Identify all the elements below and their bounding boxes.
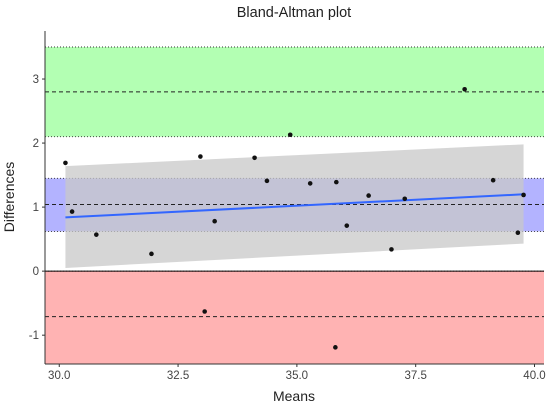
data-point-2: [94, 232, 99, 237]
data-point-14: [366, 193, 371, 198]
band-0: [45, 47, 544, 137]
data-point-11: [334, 179, 339, 185]
data-point-6: [212, 218, 217, 224]
data-point-20: [521, 192, 526, 198]
x-tick-label-4: 40.0: [523, 370, 545, 382]
y-tick-label-4: 3: [33, 74, 39, 86]
chart-title: Bland-Altman plot: [237, 5, 351, 21]
data-point-1: [69, 209, 75, 214]
x-tick-label-3: 37.5: [404, 370, 426, 382]
data-point-5: [202, 309, 207, 314]
data-point-18: [490, 177, 496, 183]
y-axis-label: Differences: [1, 162, 17, 233]
data-point-17: [462, 86, 467, 92]
y-tick-label-0: -1: [29, 330, 39, 342]
plot-layer: -1 0 1 2 3 30.0 32.5 35.0 37.5 40.0: [29, 31, 546, 382]
data-point-15: [389, 247, 394, 252]
x-axis-label: Means: [273, 388, 315, 404]
data-point-7: [252, 155, 257, 161]
y-tick-label-2: 1: [33, 202, 39, 214]
band-2: [45, 271, 544, 364]
data-point-9: [287, 132, 293, 138]
data-point-10: [307, 181, 313, 186]
x-tick-label-0: 30.0: [48, 370, 70, 382]
y-tick-label-1: 0: [33, 266, 39, 278]
data-point-13: [344, 223, 350, 228]
regression-line: [65, 193, 524, 219]
y-tick-label-3: 2: [33, 138, 39, 150]
data-point-3: [149, 251, 154, 257]
plot-area: [45, 46, 544, 364]
x-tick-label-1: 32.5: [167, 370, 189, 382]
x-tick-label-2: 35.0: [286, 370, 308, 382]
data-point-12: [333, 345, 338, 350]
data-point-16: [402, 196, 408, 202]
data-point-0: [63, 160, 68, 166]
data-point-8: [264, 178, 270, 184]
data-point-4: [198, 154, 203, 159]
data-point-19: [515, 230, 521, 236]
